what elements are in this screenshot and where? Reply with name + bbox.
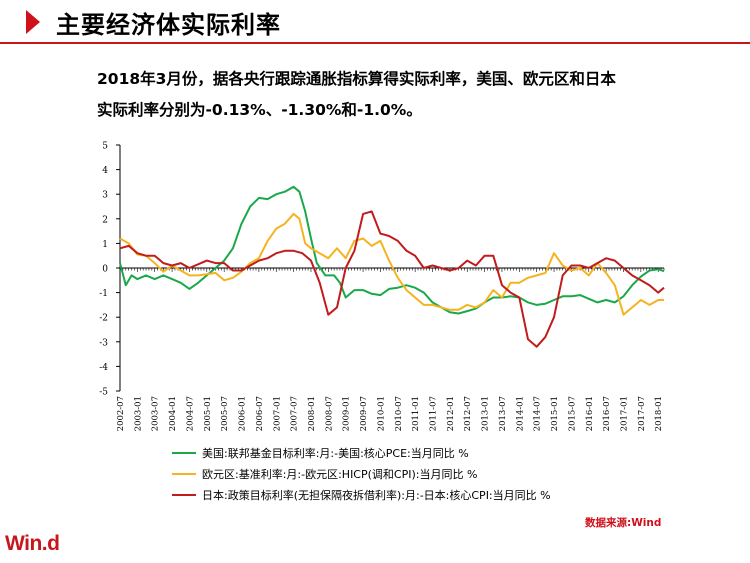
x-tick-label: 2012-07 [463,396,473,431]
legend-item: 美国:联邦基金目标利率:月:-美国:核心PCE:当月同比 % [172,442,551,463]
x-tick-label: 2006-07 [255,396,265,431]
legend-label: 日本:政策目标利率(无担保隔夜拆借利率):月:-日本:核心CPI:当月同比 % [202,488,551,502]
legend-label: 美国:联邦基金目标利率:月:-美国:核心PCE:当月同比 % [202,446,469,460]
legend-swatch [172,493,196,496]
y-tick-label: -2 [99,314,108,324]
y-tick-label: -3 [99,338,108,348]
y-tick-label: 0 [102,265,108,275]
x-tick-label: 2017-01 [619,396,629,431]
x-tick-label: 2011-07 [429,396,439,431]
x-tick-label: 2010-07 [394,396,404,431]
summary-line-1: 2018年3月份，据各央行跟踪通胀指标算得实际利率，美国、欧元区和日本 [97,70,616,88]
x-tick-label: 2014-01 [515,396,525,431]
x-tick-label: 2018-01 [654,396,664,431]
data-source: 数据来源:Wind [585,517,662,529]
legend-swatch [172,472,196,475]
x-tick-label: 2002-07 [116,396,126,431]
wind-logo: Win.d [5,532,60,555]
x-tick-label: 2011-01 [411,396,421,431]
x-tick-label: 2016-07 [602,396,612,431]
title-underline [0,42,750,44]
header: 主要经济体实际利率 [0,0,750,44]
x-tick-label: 2015-07 [567,396,577,431]
y-tick-label: 3 [102,191,108,201]
series-line-2 [119,212,664,316]
x-tick-label: 2008-01 [307,396,317,431]
legend-label: 欧元区:基准利率:月:-欧元区:HICP(调和CPI):当月同比 % [202,467,478,481]
x-tick-label: 2014-07 [533,396,543,431]
y-tick-label: -5 [99,388,108,398]
x-tick-label: 2003-01 [133,396,143,431]
summary-line-2: 实际利率分别为-0.13%、-1.30%和-1.0%。 [97,101,422,119]
x-tick-label: 2006-01 [238,396,248,431]
series-line-1 [119,185,665,315]
x-tick-label: 2004-07 [185,396,195,431]
legend-item: 欧元区:基准利率:月:-欧元区:HICP(调和CPI):当月同比 % [172,463,551,484]
x-tick-label: 2007-07 [290,396,300,431]
page-title: 主要经济体实际利率 [56,11,281,39]
x-tick-label: 2005-07 [220,396,230,431]
x-tick-label: 2007-01 [272,396,282,431]
y-tick-label: 2 [102,215,108,225]
line-chart: 5 4 3 2 1 0 -1 -2 -3 -4 -5 2002-07 2003-01 2003-07 200… [99,142,665,431]
x-tick-label: 2003-07 [151,396,161,431]
title-arrow-icon [26,10,40,34]
y-tick-label: -4 [99,363,108,373]
x-tick-label: 2015-01 [550,396,560,431]
x-tick-label: 2004-01 [168,396,178,431]
series-line-3 [119,210,665,348]
x-tick-label: 2016-01 [585,396,595,431]
x-tick-label: 2013-01 [481,396,491,431]
y-tick-label: 1 [102,240,108,250]
legend-item: 日本:政策目标利率(无担保隔夜拆借利率):月:-日本:核心CPI:当月同比 % [172,484,551,505]
x-tick-label: 2005-01 [203,396,213,431]
x-tick-label: 2012-01 [446,396,456,431]
x-tick-label: 2009-07 [359,396,369,431]
chart-legend: 美国:联邦基金目标利率:月:-美国:核心PCE:当月同比 % 欧元区:基准利率:月… [172,442,551,505]
summary-text: 2018年3月份，据各央行跟踪通胀指标算得实际利率，美国、欧元区和日本 实际利率… [97,64,737,126]
x-tick-label: 2009-01 [342,396,352,431]
y-tick-label: 4 [102,166,108,176]
legend-swatch [172,451,196,454]
x-tick-label: 2010-01 [376,396,386,431]
y-tick-label: 5 [102,142,108,152]
y-tick-label: -1 [99,289,108,299]
x-tick-label: 2008-07 [324,396,334,431]
x-tick-label: 2017-07 [637,396,647,431]
x-tick-label: 2013-07 [498,396,508,431]
